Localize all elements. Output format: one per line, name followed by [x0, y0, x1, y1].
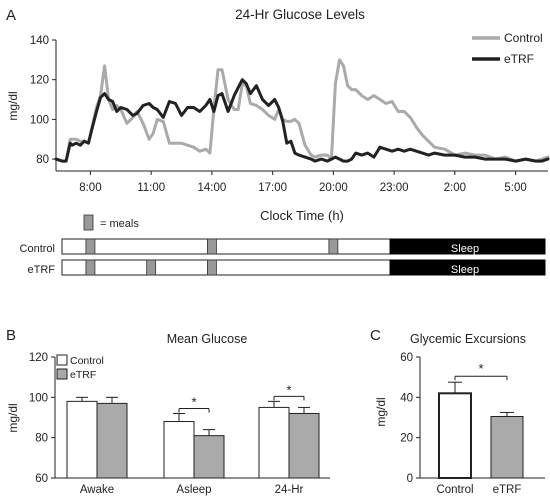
b-y-tick-label: 60	[35, 473, 48, 485]
bar-etrf	[490, 415, 524, 479]
panel-letter-c: C	[370, 327, 381, 344]
series-line-etrf	[54, 78, 550, 163]
x-axis-label: Clock Time (h)	[260, 208, 344, 223]
meal-legend-label: = meals	[100, 218, 139, 230]
c-x-tick-label: eTRF	[493, 484, 522, 496]
meal-marker	[328, 238, 339, 255]
meal-marker	[85, 238, 96, 255]
b-legend-swatch-control	[56, 354, 68, 366]
panel-letter-b: B	[6, 327, 16, 344]
b-x-tick-label: Awake	[80, 484, 114, 496]
bar-asleep-control	[163, 421, 195, 479]
schedule-label-control: Control	[20, 243, 55, 255]
c-y-tick-label: 40	[400, 392, 413, 404]
b-y-tick-label: 100	[29, 392, 48, 404]
bar-control	[438, 392, 472, 479]
b-legend-swatch-etrf	[56, 368, 68, 380]
c-y-tick-label: 20	[400, 433, 413, 445]
x-tick-label: 23:00	[380, 182, 409, 194]
y-tick-label: 140	[30, 35, 49, 47]
legend-label-etrf: eTRF	[504, 52, 534, 66]
line-chart-plot-area: 80 100 120 140 8:00 11:00 14:00 17:00 20:00 23:0…	[30, 35, 550, 194]
legend-label-control: Control	[504, 31, 543, 45]
y-tick-label: 120	[30, 75, 49, 87]
y-tick-label: 100	[30, 114, 49, 126]
schedule-label-etrf: eTRF	[28, 264, 56, 276]
b-legend-label-control: Control	[70, 355, 104, 367]
awake-bar-etrf	[61, 259, 391, 276]
b-y-tick-label: 80	[35, 433, 48, 445]
b-y-axis-label: mg/dl	[6, 403, 20, 432]
c-x-tick-label: Control	[436, 484, 473, 496]
meal-marker	[207, 238, 217, 255]
bar-24-hr-control	[258, 406, 290, 479]
legend: Control eTRF	[472, 31, 543, 66]
x-tick-label: 17:00	[258, 182, 287, 194]
bar-awake-control	[66, 400, 98, 479]
x-tick-label: 5:00	[504, 182, 526, 194]
c-significance-marker: *	[478, 361, 483, 376]
b-y-tick-label: 120	[29, 352, 48, 364]
bar-asleep-etrf	[193, 435, 225, 479]
x-tick-label: 11:00	[137, 182, 165, 194]
bar-awake-etrf	[96, 402, 128, 479]
y-tick-label: 80	[36, 154, 49, 166]
x-tick-label: 8:00	[79, 182, 101, 194]
meal-legend-swatch	[83, 214, 94, 231]
x-tick-label: 14:00	[198, 182, 227, 194]
x-tick-label: 20:00	[319, 182, 348, 194]
sleep-bar-etrf	[389, 259, 546, 276]
meal-marker	[85, 259, 96, 276]
awake-bar-control	[61, 238, 391, 255]
meal-marker	[207, 259, 217, 276]
x-tick-label: 2:00	[444, 182, 466, 194]
chart-title-glucose: 24-Hr Glucose Levels	[235, 7, 365, 22]
b-x-tick-label: 24-Hr	[275, 484, 304, 496]
sleep-label-control: Sleep	[451, 243, 479, 255]
bar-24-hr-etrf	[288, 412, 320, 479]
chart-title-glycemic-excursions: Glycemic Excursions	[410, 332, 526, 346]
y-axis-label: mg/dl	[6, 91, 20, 120]
chart-title-mean-glucose: Mean Glucose	[167, 332, 248, 346]
b-legend: Control eTRF	[56, 354, 104, 381]
b-legend-label-etrf: eTRF	[70, 369, 96, 381]
c-y-axis-label: mg/dl	[374, 397, 388, 426]
sleep-label-etrf: Sleep	[451, 264, 479, 276]
meal-marker	[146, 259, 157, 276]
significance-marker: *	[286, 382, 291, 397]
b-x-tick-label: Asleep	[176, 484, 211, 496]
significance-marker: *	[191, 394, 196, 409]
sleep-bar-control	[389, 238, 546, 255]
c-y-tick-label: 0	[407, 473, 413, 485]
panel-letter-a: A	[6, 7, 16, 24]
c-y-tick-label: 60	[400, 352, 413, 364]
